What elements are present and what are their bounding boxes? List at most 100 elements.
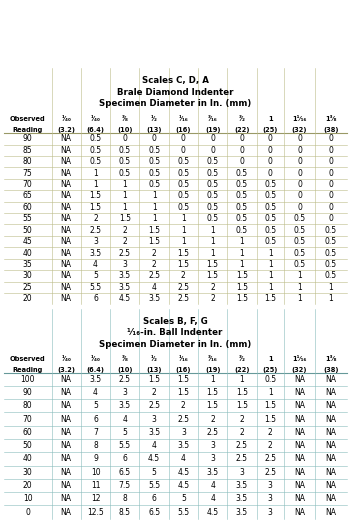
Text: 6: 6 (93, 294, 98, 303)
Text: 2.5: 2.5 (236, 441, 248, 450)
Text: 0.5: 0.5 (206, 157, 219, 166)
Text: 0: 0 (328, 191, 333, 201)
Text: 0.5: 0.5 (119, 146, 131, 155)
Text: 3.5: 3.5 (236, 494, 248, 504)
Text: 1: 1 (93, 180, 98, 189)
Text: 8: 8 (93, 441, 98, 450)
Text: 0.5: 0.5 (90, 135, 102, 144)
Text: NA: NA (294, 428, 305, 437)
Text: 60: 60 (23, 203, 33, 212)
Text: 2: 2 (93, 214, 98, 223)
Text: NA: NA (61, 401, 72, 410)
Text: 12: 12 (91, 494, 100, 504)
Text: 0.5: 0.5 (236, 226, 248, 235)
Text: 1.5: 1.5 (177, 375, 189, 384)
Text: 8.5: 8.5 (119, 508, 131, 517)
Text: NA: NA (325, 375, 336, 384)
Text: 5.5: 5.5 (177, 508, 189, 517)
Text: ³⁄₁₆: ³⁄₁₆ (208, 356, 217, 363)
Text: 1.5: 1.5 (177, 388, 189, 397)
Text: 4.5: 4.5 (177, 468, 189, 477)
Text: 3.5: 3.5 (236, 481, 248, 490)
Text: 1: 1 (152, 214, 156, 223)
Text: 1: 1 (297, 294, 302, 303)
Text: (38): (38) (323, 127, 338, 133)
Text: 1: 1 (328, 294, 333, 303)
Text: 0: 0 (297, 180, 302, 189)
Text: 85: 85 (23, 146, 32, 155)
Text: 6.5: 6.5 (148, 508, 160, 517)
Text: 0.5: 0.5 (90, 146, 102, 155)
Text: 3.5: 3.5 (90, 248, 102, 257)
Text: 0.5: 0.5 (293, 260, 306, 269)
Text: 5: 5 (122, 428, 127, 437)
Text: 2.5: 2.5 (177, 414, 189, 423)
Text: 0: 0 (328, 169, 333, 178)
Text: 2.5: 2.5 (90, 226, 102, 235)
Text: 5: 5 (93, 401, 98, 410)
Text: 0.5: 0.5 (206, 169, 219, 178)
Text: NA: NA (61, 441, 72, 450)
Text: 80: 80 (23, 157, 32, 166)
Text: NA: NA (294, 388, 305, 397)
Text: 5: 5 (93, 271, 98, 280)
Text: (10): (10) (117, 367, 133, 373)
Text: ³⁄₈: ³⁄₈ (121, 356, 128, 363)
Text: 1.5: 1.5 (206, 388, 219, 397)
Text: NA: NA (325, 414, 336, 423)
Text: 1: 1 (152, 191, 156, 201)
Text: 0.5: 0.5 (264, 214, 276, 223)
Text: 6.5: 6.5 (119, 468, 131, 477)
Text: 4: 4 (93, 388, 98, 397)
Text: 20: 20 (23, 294, 32, 303)
Text: 1: 1 (297, 271, 302, 280)
Text: 2.5: 2.5 (177, 283, 189, 292)
Text: (13): (13) (146, 367, 162, 373)
Text: 0.5: 0.5 (236, 214, 248, 223)
Text: (16): (16) (176, 367, 191, 373)
Text: 0.5: 0.5 (177, 157, 189, 166)
Text: 90: 90 (23, 135, 33, 144)
Text: 80: 80 (23, 401, 32, 410)
Text: 3: 3 (268, 508, 273, 517)
Text: 0: 0 (328, 157, 333, 166)
Text: ³⁄₂: ³⁄₂ (238, 356, 245, 363)
Text: 1: 1 (239, 248, 244, 257)
Text: 7: 7 (93, 428, 98, 437)
Text: 1.5: 1.5 (90, 191, 102, 201)
Text: (38): (38) (323, 367, 338, 373)
Text: 1: 1 (122, 180, 127, 189)
Text: 3.5: 3.5 (236, 508, 248, 517)
Text: 0.5: 0.5 (177, 180, 189, 189)
Text: 40: 40 (23, 454, 33, 464)
Text: NA: NA (294, 441, 305, 450)
Text: 2: 2 (239, 414, 244, 423)
Text: 0.5: 0.5 (119, 169, 131, 178)
Text: 0: 0 (297, 203, 302, 212)
Text: NA: NA (325, 454, 336, 464)
Text: 1: 1 (268, 283, 273, 292)
Text: 0: 0 (268, 157, 273, 166)
Text: NA: NA (61, 248, 72, 257)
Text: ¹⁄₂: ¹⁄₂ (150, 356, 158, 363)
Text: 1: 1 (239, 260, 244, 269)
Text: 11: 11 (91, 481, 100, 490)
Text: Observed: Observed (10, 116, 46, 122)
Text: 4.5: 4.5 (119, 294, 131, 303)
Text: 3: 3 (268, 494, 273, 504)
Text: (19): (19) (205, 367, 220, 373)
Text: 1¹⁄₁₆: 1¹⁄₁₆ (292, 116, 307, 122)
Text: 70: 70 (23, 180, 33, 189)
Text: 3.5: 3.5 (206, 468, 219, 477)
Text: 1.5: 1.5 (206, 401, 219, 410)
Text: 2.5: 2.5 (119, 375, 131, 384)
Text: 10: 10 (91, 468, 100, 477)
Text: Scales C, D, A
Brale Diamond Indenter
Specimen Diameter in In. (mm): Scales C, D, A Brale Diamond Indenter Sp… (99, 76, 251, 108)
Text: 0: 0 (268, 135, 273, 144)
Text: 1: 1 (268, 356, 272, 363)
Text: 2.5: 2.5 (148, 401, 160, 410)
Text: (6.4): (6.4) (86, 127, 105, 133)
Text: 2: 2 (152, 260, 156, 269)
Text: NA: NA (61, 454, 72, 464)
Text: 0.5: 0.5 (177, 169, 189, 178)
